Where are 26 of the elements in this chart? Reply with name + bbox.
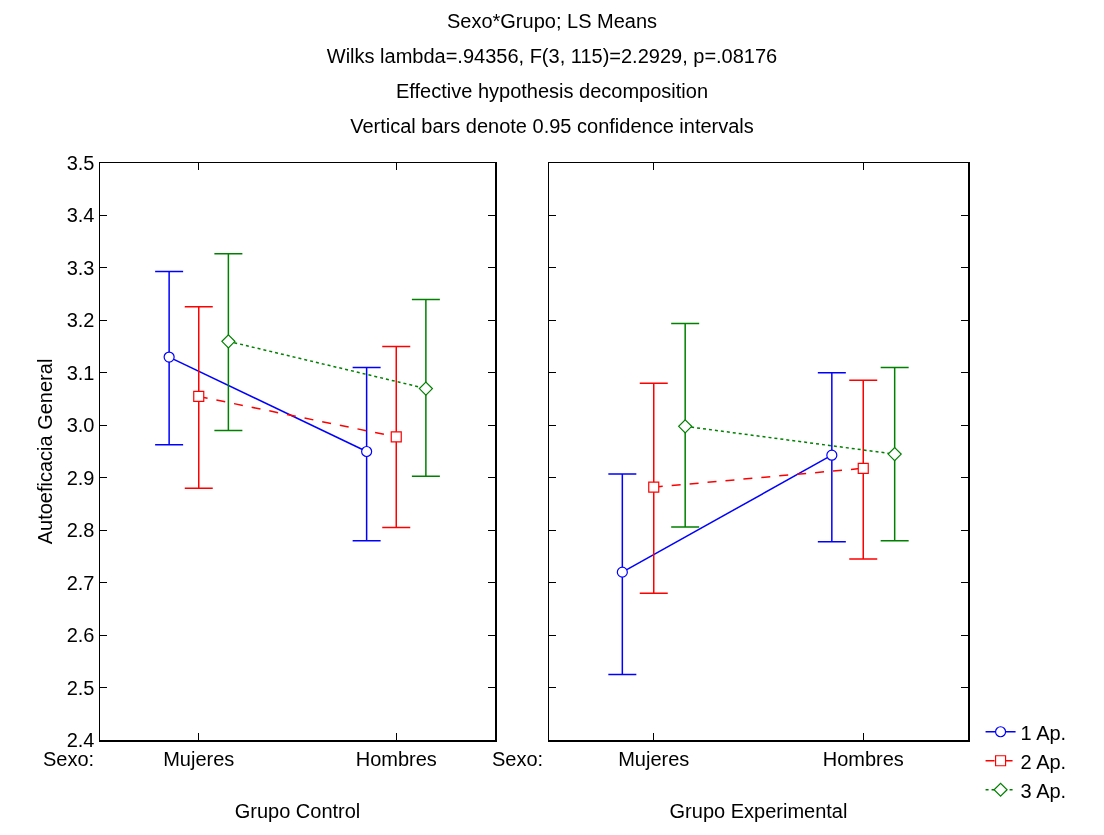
y-tick-label: 2.5 — [66, 676, 95, 699]
text: Sexo*Grupo; LS Means — [445, 9, 659, 34]
y-tick-label: 3.3 — [66, 256, 95, 279]
text: Sexo: — [492, 748, 544, 770]
y-tick-label: 3.2 — [66, 309, 95, 332]
x-axis-title: Grupo Control — [234, 799, 361, 822]
y-tick-label: 3.5 — [66, 152, 95, 174]
y-tick-label: 3.1 — [66, 361, 95, 384]
legend-label: 1 Ap. — [1020, 721, 1067, 744]
x-tick-label: Mujeres — [618, 747, 690, 770]
legend-label: 3 Ap. — [1020, 779, 1067, 802]
legend-label: 2 Ap. — [1020, 750, 1067, 773]
y-tick-label: 2.9 — [66, 466, 95, 489]
y-tick-label: 3.4 — [66, 204, 95, 227]
x-tick-label: Mujeres — [163, 747, 235, 770]
y-tick-label: 2.8 — [66, 519, 95, 542]
x-axis-title: Grupo Experimental — [669, 799, 848, 822]
text: Sexo: — [43, 748, 95, 770]
y-tick-label: 2.6 — [66, 624, 95, 647]
y-axis-title: Autoeficacia General — [34, 358, 57, 545]
x-tick-label: Hombres — [822, 747, 904, 770]
x-tick-label: Hombres — [355, 747, 437, 770]
y-tick-label: 3.0 — [66, 414, 95, 437]
y-tick-label: 2.7 — [66, 571, 95, 594]
text: Wilks lambda=.94356, F(3, 115)=2.2929, p=.08176 Effective hypothesis decomposition Vertical bars denote 0.95 confidence intervals — [325, 44, 779, 139]
y-tick-label: 2.4 — [66, 729, 95, 751]
